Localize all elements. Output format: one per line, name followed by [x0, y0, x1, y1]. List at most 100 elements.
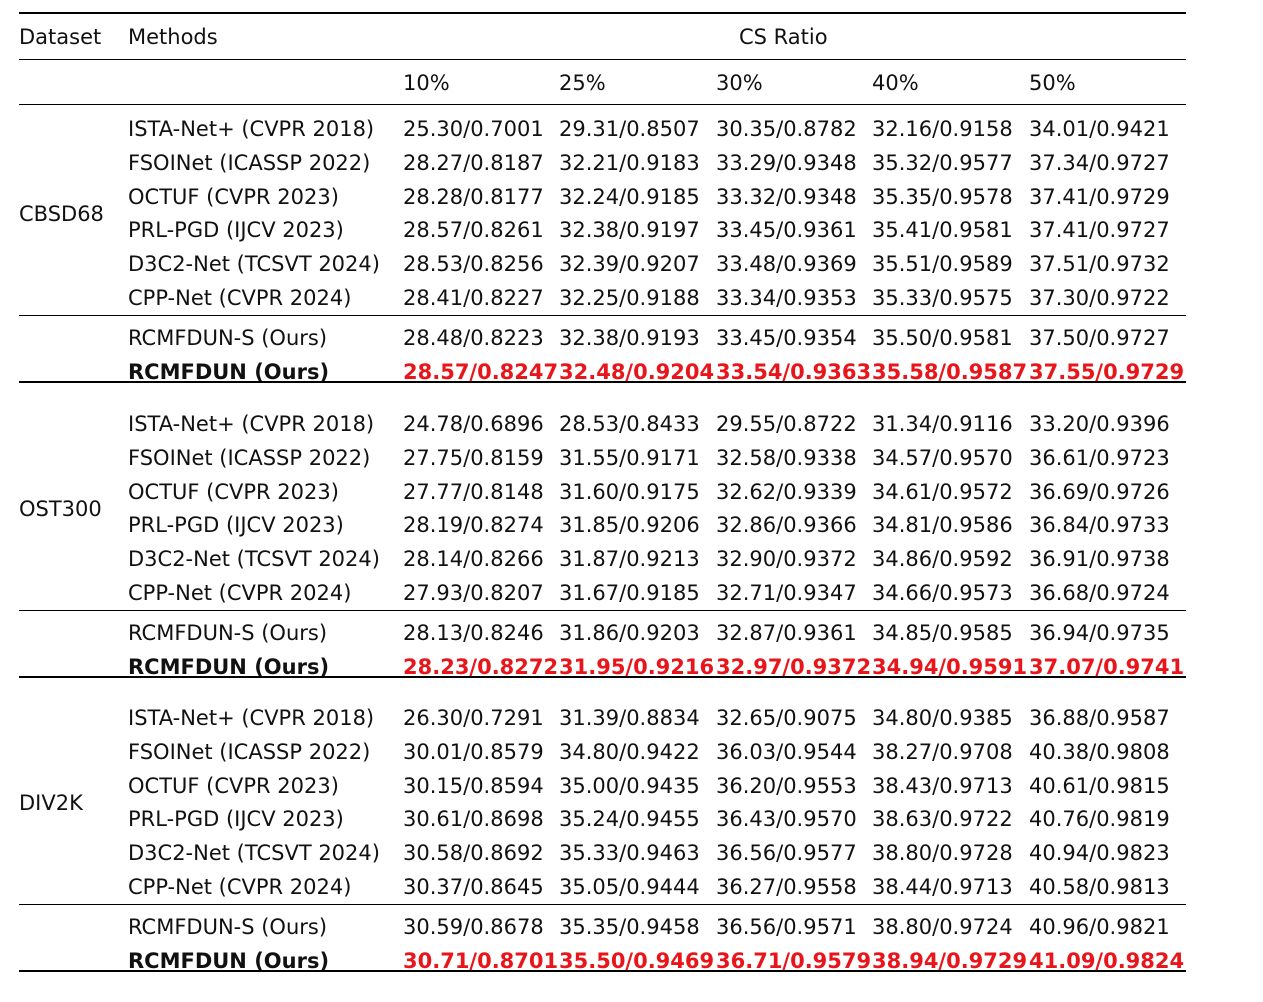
metric-value-best: 35.50/0.9469 — [559, 948, 715, 973]
metric-value: 33.45/0.9354 — [716, 325, 857, 350]
metric-value: 32.38/0.9193 — [559, 325, 700, 350]
metric-value: 36.84/0.9733 — [1029, 513, 1170, 538]
metric-value: 38.27/0.9708 — [872, 739, 1013, 764]
metric-value: 28.13/0.8246 — [403, 620, 544, 645]
method-name: D3C2-Net (TCSVT 2024) — [128, 841, 380, 866]
metric-value-best: 31.95/0.9216 — [559, 654, 715, 679]
metric-value: 31.86/0.9203 — [559, 620, 700, 645]
metric-value: 34.80/0.9422 — [559, 739, 700, 764]
method-name: FSOINet (ICASSP 2022) — [128, 739, 371, 764]
metric-value: 35.50/0.9581 — [872, 325, 1013, 350]
metric-value: 40.76/0.9819 — [1029, 807, 1170, 832]
metric-value-best: 35.58/0.9587 — [872, 359, 1028, 384]
metric-value: 36.56/0.9577 — [716, 841, 857, 866]
metric-value: 24.78/0.6896 — [403, 412, 544, 436]
metric-value: 34.66/0.9573 — [872, 581, 1013, 605]
header-ratio-3: 30% — [716, 71, 763, 95]
metric-value: 34.86/0.9592 — [872, 547, 1013, 572]
metric-value: 32.87/0.9361 — [716, 620, 857, 645]
metric-value: 31.60/0.9175 — [559, 479, 700, 504]
metric-value: 35.32/0.9577 — [872, 150, 1013, 175]
metric-value: 34.85/0.9585 — [872, 620, 1013, 645]
metric-value: 36.69/0.9726 — [1029, 479, 1170, 504]
method-name-ours-best: RCMFDUN (Ours) — [128, 359, 330, 384]
method-name: OCTUF (CVPR 2023) — [128, 184, 339, 209]
metric-value: 31.34/0.9116 — [872, 412, 1013, 436]
method-name: CPP-Net (CVPR 2024) — [128, 875, 352, 899]
metric-value: 36.27/0.9558 — [716, 875, 857, 899]
metric-value: 35.00/0.9435 — [559, 773, 700, 798]
method-name: CPP-Net (CVPR 2024) — [128, 286, 352, 310]
metric-value: 35.51/0.9589 — [872, 252, 1013, 277]
metric-value: 28.48/0.8223 — [403, 325, 544, 350]
metric-value: 35.33/0.9463 — [559, 841, 700, 866]
table-rule-thick — [19, 969, 1186, 972]
metric-value-best: 37.07/0.9741 — [1029, 654, 1185, 679]
metric-value: 32.38/0.9197 — [559, 218, 700, 243]
metric-value: 35.05/0.9444 — [559, 875, 700, 899]
table-rule — [19, 609, 1186, 611]
metric-value: 28.41/0.8227 — [403, 286, 544, 310]
method-name: PRL-PGD (IJCV 2023) — [128, 513, 344, 538]
metric-value: 38.80/0.9724 — [872, 914, 1013, 939]
metric-value: 34.01/0.9421 — [1029, 117, 1170, 141]
metric-value: 36.94/0.9735 — [1029, 620, 1170, 645]
metric-value: 27.77/0.8148 — [403, 479, 544, 504]
metric-value: 35.33/0.9575 — [872, 286, 1013, 310]
method-name: FSOINet (ICASSP 2022) — [128, 445, 371, 470]
metric-value: 33.45/0.9361 — [716, 218, 857, 243]
metric-value: 38.63/0.9722 — [872, 807, 1013, 832]
method-name-ours-best: RCMFDUN (Ours) — [128, 654, 330, 679]
metric-value: 34.57/0.9570 — [872, 445, 1013, 470]
metric-value: 28.19/0.8274 — [403, 513, 544, 538]
method-name: OCTUF (CVPR 2023) — [128, 773, 339, 798]
header-ratio-5: 50% — [1029, 71, 1076, 95]
header-cs-ratio: CS Ratio — [739, 25, 828, 49]
metric-value: 29.31/0.8507 — [559, 117, 700, 141]
dataset-label: CBSD68 — [19, 201, 104, 226]
metric-value: 36.68/0.9724 — [1029, 581, 1170, 605]
method-name: ISTA-Net+ (CVPR 2018) — [128, 117, 375, 141]
metric-value: 33.29/0.9348 — [716, 150, 857, 175]
header-methods: Methods — [128, 25, 218, 49]
metric-value: 32.86/0.9366 — [716, 513, 857, 538]
metric-value: 28.28/0.8177 — [403, 184, 544, 209]
metric-value-best: 34.94/0.9591 — [872, 654, 1028, 679]
metric-value: 35.41/0.9581 — [872, 218, 1013, 243]
method-name: PRL-PGD (IJCV 2023) — [128, 218, 344, 243]
metric-value: 31.67/0.9185 — [559, 581, 700, 605]
metric-value: 32.71/0.9347 — [716, 581, 857, 605]
metric-value: 36.56/0.9571 — [716, 914, 857, 939]
metric-value-best: 30.71/0.8701 — [403, 948, 559, 973]
method-name: CPP-Net (CVPR 2024) — [128, 581, 352, 605]
metric-value-best: 41.09/0.9824 — [1029, 948, 1185, 973]
method-name-ours: RCMFDUN-S (Ours) — [128, 325, 328, 350]
metric-value: 30.61/0.8698 — [403, 807, 544, 832]
metric-value: 27.93/0.8207 — [403, 581, 544, 605]
metric-value: 32.16/0.9158 — [872, 117, 1013, 141]
metric-value: 30.58/0.8692 — [403, 841, 544, 866]
metric-value: 31.85/0.9206 — [559, 513, 700, 538]
metric-value: 32.25/0.9188 — [559, 286, 700, 310]
metric-value: 36.91/0.9738 — [1029, 547, 1170, 572]
metric-value: 40.38/0.9808 — [1029, 739, 1170, 764]
metric-value: 32.21/0.9183 — [559, 150, 700, 175]
metric-value: 36.20/0.9553 — [716, 773, 857, 798]
metric-value: 32.90/0.9372 — [716, 547, 857, 572]
dataset-label: OST300 — [19, 496, 102, 521]
metric-value-best: 32.48/0.9204 — [559, 359, 715, 384]
metric-value: 25.30/0.7001 — [403, 117, 544, 141]
metric-value: 34.80/0.9385 — [872, 706, 1013, 730]
metric-value: 30.59/0.8678 — [403, 914, 544, 939]
metric-value: 37.50/0.9727 — [1029, 325, 1170, 350]
metric-value: 40.96/0.9821 — [1029, 914, 1170, 939]
metric-value: 32.65/0.9075 — [716, 706, 857, 730]
metric-value-best: 28.23/0.8272 — [403, 654, 559, 679]
metric-value: 34.81/0.9586 — [872, 513, 1013, 538]
metric-value: 27.75/0.8159 — [403, 445, 544, 470]
metric-value-best: 33.54/0.9363 — [716, 359, 872, 384]
metric-value: 38.80/0.9728 — [872, 841, 1013, 866]
metric-value: 32.39/0.9207 — [559, 252, 700, 277]
metric-value: 29.55/0.8722 — [716, 412, 857, 436]
metric-value: 32.58/0.9338 — [716, 445, 857, 470]
